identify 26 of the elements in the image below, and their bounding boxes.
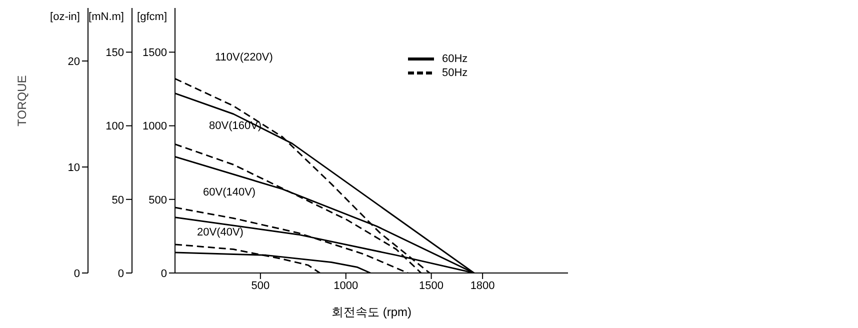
y-tick-label: 1000: [142, 120, 167, 133]
y2-tick-label: 50: [112, 194, 124, 206]
legend-label: 60Hz: [442, 53, 468, 65]
text: TORQUE: [15, 75, 29, 126]
x-tick-label: 500: [251, 280, 270, 292]
y3-axis-title: [oz-in]: [50, 11, 80, 23]
annotation: 60V(140V): [203, 186, 256, 198]
y-tick-label: 500: [148, 194, 167, 206]
y2-tick-label: 100: [106, 120, 124, 133]
x-tick-label: 1000: [334, 280, 358, 292]
legend-label: 50Hz: [442, 67, 468, 79]
y2-axis-title: [mN.m]: [88, 11, 124, 23]
y3-tick-label: 0: [74, 268, 80, 280]
y2-tick-label: 150: [106, 47, 124, 60]
annotation: 80V(160V): [209, 120, 262, 132]
y-tick-label: 1500: [142, 47, 167, 60]
y-axis-title: [gfcm]: [137, 11, 167, 23]
x-tick-label: 1500: [419, 280, 444, 292]
x-tick-label: 1800: [470, 280, 495, 292]
y3-tick-label: 20: [68, 56, 80, 68]
annotation: 20V(40V): [197, 226, 244, 238]
y-tick-label: 0: [160, 268, 167, 280]
annotation: 110V(220V): [215, 52, 273, 64]
y2-tick-label: 0: [118, 268, 124, 280]
x-axis-title: 회전속도 (rpm): [332, 305, 412, 319]
y3-tick-label: 10: [68, 162, 80, 174]
